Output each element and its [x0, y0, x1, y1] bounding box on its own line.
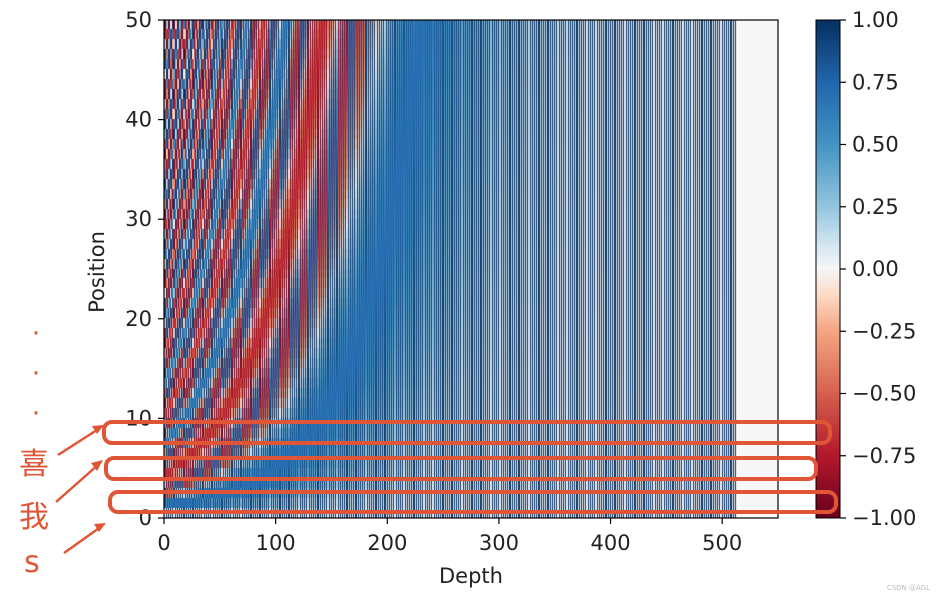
y-tick-label: 0: [139, 506, 152, 530]
colorbar-tick-label: 0.00: [852, 257, 899, 281]
y-axis: 0 10 20 30 40 50: [125, 8, 164, 530]
arrow-head: [92, 425, 104, 434]
x-tick-label: 300: [479, 531, 519, 555]
x-tick-label: 200: [367, 531, 407, 555]
colorbar-tick-label: 0.25: [852, 195, 899, 219]
arrow-head: [94, 523, 106, 532]
colorbar-tick-label: 0.75: [852, 70, 899, 94]
ellipsis-dot: ·: [32, 359, 40, 389]
highlight-row-box: [108, 490, 838, 514]
y-tick-label: 40: [125, 108, 152, 132]
x-axis: 0 100 200 300 400 500: [157, 518, 742, 555]
arrow-head: [91, 460, 103, 471]
ellipsis-dot: ·: [32, 399, 40, 429]
colorbar-tick-label: −0.50: [852, 382, 916, 406]
colorbar-tick-label: 0.50: [852, 133, 899, 157]
plot-frame: [163, 19, 779, 519]
annotation-label: s: [24, 545, 40, 580]
colorbar-tick-label: −1.00: [852, 506, 916, 530]
x-tick-label: 400: [590, 531, 630, 555]
annotation-label: 我: [19, 500, 49, 535]
y-tick-label: 10: [125, 406, 152, 430]
x-axis-label: Depth: [439, 564, 503, 588]
colorbar-tick-label: 1.00: [852, 8, 899, 32]
arrow-line: [57, 426, 101, 457]
y-tick-label: 50: [125, 8, 152, 32]
x-tick-label: 500: [702, 531, 742, 555]
highlight-row-box: [104, 456, 818, 481]
annotations: · · · 喜 我 s: [19, 319, 838, 580]
y-axis-label: Position: [85, 231, 109, 313]
colorbar-tick-label: −0.75: [852, 444, 916, 468]
heatmap-image: [164, 20, 778, 518]
ellipsis-dot: ·: [32, 319, 40, 349]
y-tick-label: 30: [125, 207, 152, 231]
arrow-line: [55, 463, 100, 503]
x-tick-label: 100: [256, 531, 296, 555]
annotation-label: 喜: [19, 447, 49, 482]
arrow-line: [63, 524, 103, 555]
colorbar-tick-label: −0.25: [852, 319, 916, 343]
watermark: CSDN @AGL: [887, 584, 930, 592]
x-tick-label: 0: [157, 531, 170, 555]
y-tick-label: 20: [125, 307, 152, 331]
colorbar-axis: 1.00 0.75 0.50 0.25 0.00 −0.25 −0.50 −0.75 −1.00: [840, 8, 916, 530]
highlight-row-box: [102, 420, 832, 445]
